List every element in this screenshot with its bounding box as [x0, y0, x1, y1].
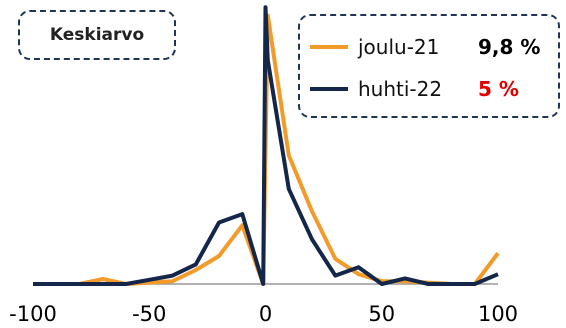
chart-title-box: Keskiarvo	[18, 10, 176, 60]
legend: joulu-21 9,8 % huhti-22 5 %	[298, 14, 560, 118]
series-line-huhti-22	[33, 5, 499, 286]
x-tick-label: -50	[132, 302, 166, 326]
series-layer	[33, 5, 500, 286]
legend-value-huhti-22: 5 %	[478, 77, 519, 101]
legend-swatch-joulu-21	[310, 45, 348, 49]
chart-title: Keskiarvo	[49, 25, 145, 45]
legend-value-joulu-21: 9,8 %	[478, 35, 541, 59]
x-tick-label: 50	[368, 302, 395, 326]
legend-swatch-huhti-22	[310, 87, 348, 91]
legend-item-huhti-22: huhti-22 5 %	[310, 74, 519, 104]
x-tick-label: 0	[259, 302, 272, 326]
legend-item-joulu-21: joulu-21 9,8 %	[310, 32, 540, 62]
x-tick-labels: -100 -50 0 50 100	[9, 302, 518, 326]
x-tick-label: 100	[478, 302, 518, 326]
x-tick-label: -100	[9, 302, 57, 326]
legend-label-joulu-21: joulu-21	[358, 35, 440, 59]
legend-label-huhti-22: huhti-22	[358, 77, 443, 101]
